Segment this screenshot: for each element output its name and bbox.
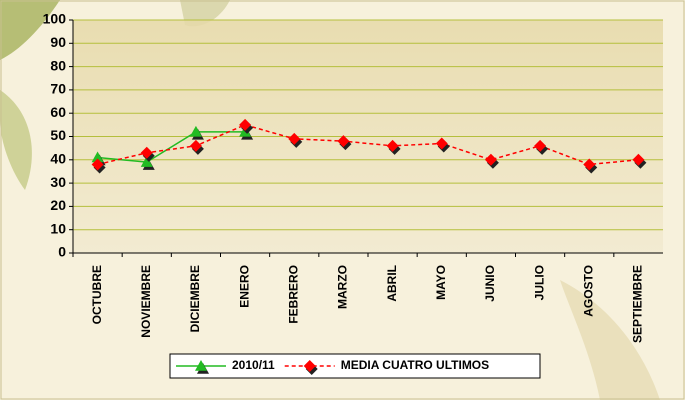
x-tick-label: SEPTIEMBRE	[631, 265, 645, 343]
y-tick-label: 100	[43, 11, 67, 27]
series-line	[97, 131, 246, 163]
marker	[140, 146, 153, 159]
marker	[189, 139, 202, 152]
marker	[583, 158, 596, 171]
legend-label: MEDIA CUATRO ULTIMOS	[341, 358, 489, 372]
y-tick-label: 90	[50, 34, 66, 50]
x-tick-label: ENERO	[237, 265, 251, 308]
y-tick-label: 70	[50, 81, 66, 97]
leaf-decoration	[560, 280, 660, 400]
x-tick-label: MARZO	[336, 265, 350, 309]
x-tick-label: JULIO	[532, 265, 546, 300]
series-line	[97, 124, 639, 166]
y-tick-label: 80	[50, 57, 66, 73]
marker	[91, 151, 104, 163]
x-tick-label: FEBRERO	[286, 265, 300, 324]
x-tick-label: DICIEMBRE	[188, 265, 202, 332]
marker	[189, 125, 202, 137]
x-tick-label: OCTUBRE	[90, 265, 104, 324]
x-tick-label: AGOSTO	[581, 265, 595, 317]
marker	[435, 137, 448, 150]
y-tick-label: 40	[50, 151, 66, 167]
x-tick-label: MAYO	[434, 265, 448, 300]
marker	[195, 360, 207, 371]
legend-label: 2010/11	[232, 358, 275, 372]
y-tick-label: 10	[50, 220, 66, 236]
leaf-decoration	[0, 0, 60, 60]
leaf-decoration	[0, 90, 32, 190]
marker	[91, 158, 104, 171]
marker	[303, 360, 316, 372]
y-tick-label: 30	[50, 174, 66, 190]
x-tick-label: ABRIL	[385, 265, 399, 302]
marker	[534, 139, 547, 152]
x-tick-label: JUNIO	[483, 265, 497, 302]
y-tick-label: 0	[58, 244, 66, 260]
marker	[484, 153, 497, 166]
legend	[169, 353, 541, 379]
y-tick-label: 20	[50, 197, 66, 213]
x-tick-label: NOVIEMBRE	[139, 265, 153, 338]
marker	[386, 139, 399, 152]
y-tick-label: 50	[50, 127, 66, 143]
marker	[632, 153, 645, 166]
marker	[337, 135, 350, 148]
marker	[140, 156, 153, 167]
y-tick-label: 60	[50, 104, 66, 120]
marker	[288, 132, 301, 145]
marker	[239, 118, 252, 131]
